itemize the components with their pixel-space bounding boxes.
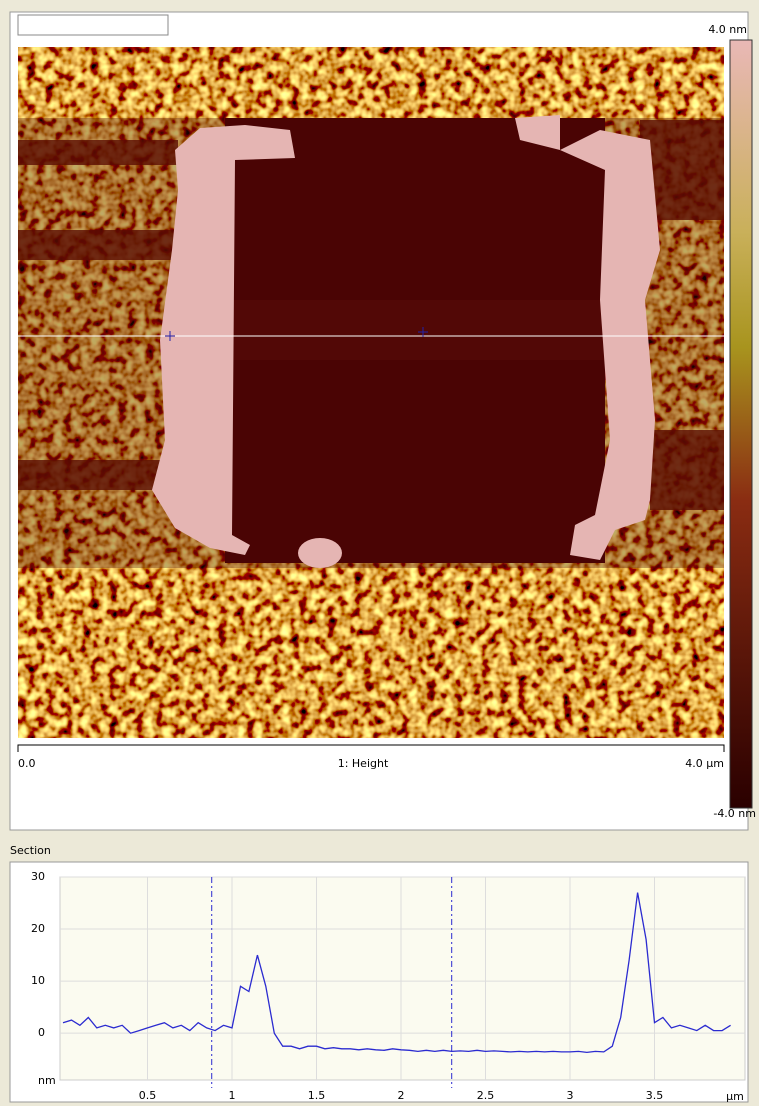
section-label: Section (10, 844, 51, 857)
colorbar-max: 4.0 nm (708, 23, 747, 36)
y-unit: nm (38, 1074, 56, 1087)
x-tick-label: 0.5 (139, 1089, 157, 1102)
x-tick-label: 3 (567, 1089, 574, 1102)
x-tick-label: 1 (229, 1089, 236, 1102)
x-tick-label: 3.5 (646, 1089, 664, 1102)
x-unit: µm (726, 1090, 744, 1103)
afm-image (18, 47, 724, 738)
window: 4.0 nm -4.0 nm 0.0 1: Height 4.0 µm Sect… (0, 0, 759, 1106)
x-tick-label: 2 (398, 1089, 405, 1102)
x-tick-label: 1.5 (308, 1089, 326, 1102)
channel-label: 1: Height (338, 757, 389, 770)
colorbar (730, 40, 752, 808)
y-tick-label: 0 (38, 1026, 45, 1039)
page: 4.0 nm -4.0 nm 0.0 1: Height 4.0 µm Sect… (0, 0, 759, 1106)
image-x-end: 4.0 µm (685, 757, 724, 770)
image-x-start: 0.0 (18, 757, 36, 770)
tab (18, 15, 168, 35)
x-tick-label: 2.5 (477, 1089, 495, 1102)
colorbar-min: -4.0 nm (713, 807, 756, 820)
y-tick-label: 30 (31, 870, 45, 883)
y-tick-label: 10 (31, 974, 45, 987)
y-tick-label: 20 (31, 922, 45, 935)
